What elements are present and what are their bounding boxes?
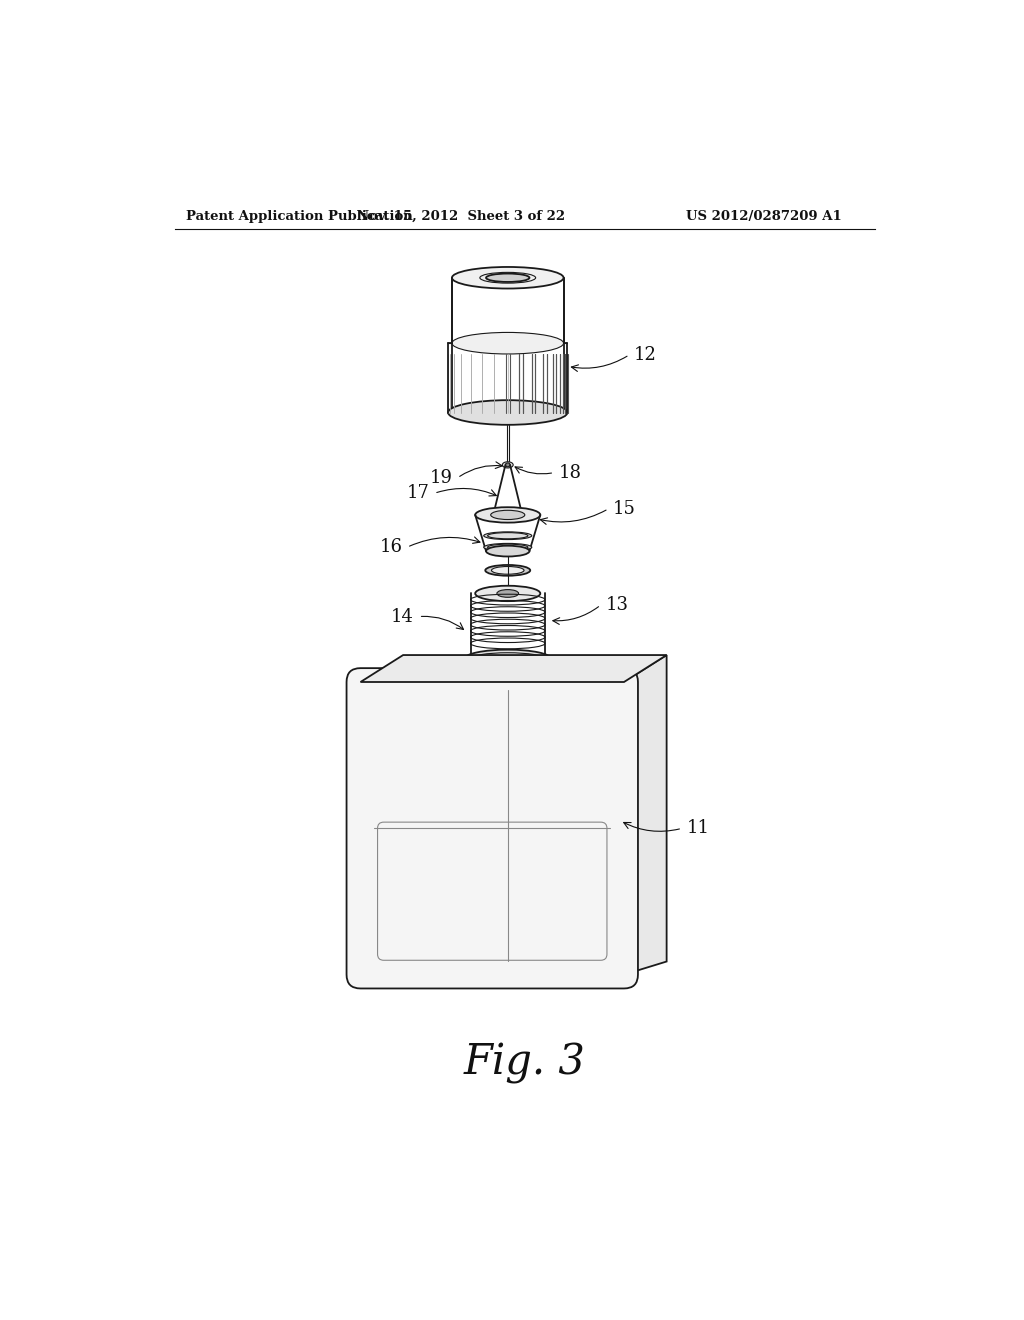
Ellipse shape <box>475 586 541 601</box>
Ellipse shape <box>475 507 541 523</box>
FancyBboxPatch shape <box>346 668 638 989</box>
Ellipse shape <box>487 544 528 550</box>
Text: 19: 19 <box>430 469 453 487</box>
Ellipse shape <box>492 566 524 574</box>
Ellipse shape <box>487 532 528 539</box>
Text: Patent Application Publication: Patent Application Publication <box>186 210 413 223</box>
Ellipse shape <box>464 649 551 668</box>
Ellipse shape <box>452 333 563 354</box>
Text: 16: 16 <box>379 539 402 556</box>
Text: US 2012/0287209 A1: US 2012/0287209 A1 <box>686 210 842 223</box>
Text: 13: 13 <box>605 597 629 614</box>
Text: 11: 11 <box>687 820 710 837</box>
Ellipse shape <box>497 590 518 597</box>
Ellipse shape <box>449 400 567 425</box>
Polygon shape <box>624 655 667 974</box>
Ellipse shape <box>490 511 524 520</box>
Text: 14: 14 <box>391 607 414 626</box>
Ellipse shape <box>486 545 529 557</box>
Ellipse shape <box>452 267 563 289</box>
Text: 12: 12 <box>634 346 657 364</box>
Polygon shape <box>360 655 667 682</box>
Text: 18: 18 <box>559 463 582 482</box>
Ellipse shape <box>483 544 531 552</box>
Text: Nov. 15, 2012  Sheet 3 of 22: Nov. 15, 2012 Sheet 3 of 22 <box>357 210 565 223</box>
Ellipse shape <box>486 273 529 282</box>
Text: 15: 15 <box>613 500 636 517</box>
Ellipse shape <box>506 463 510 467</box>
Ellipse shape <box>503 462 513 469</box>
Ellipse shape <box>483 532 531 540</box>
Text: 17: 17 <box>407 484 429 503</box>
Text: Fig. 3: Fig. 3 <box>464 1043 586 1084</box>
Ellipse shape <box>485 565 530 576</box>
